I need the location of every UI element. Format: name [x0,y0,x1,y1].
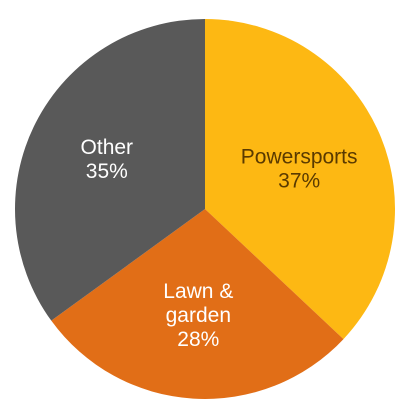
pie-slice-0-label: Powersports [241,145,358,168]
pie-slice-0 [205,19,395,340]
pie-slice-0-percent: 37% [278,169,320,192]
pie-slice-1-label: garden [166,304,231,327]
pie-slice-2 [14,19,205,321]
pie-slice-2-percent: 35% [86,160,128,183]
pie-slice-1-label: Lawn & [163,280,233,303]
pie-slices [14,19,395,399]
pie-slice-1 [51,209,344,399]
pie-slice-1-percent: 28% [177,328,219,351]
pie-slice-2-label: Other [81,136,134,159]
